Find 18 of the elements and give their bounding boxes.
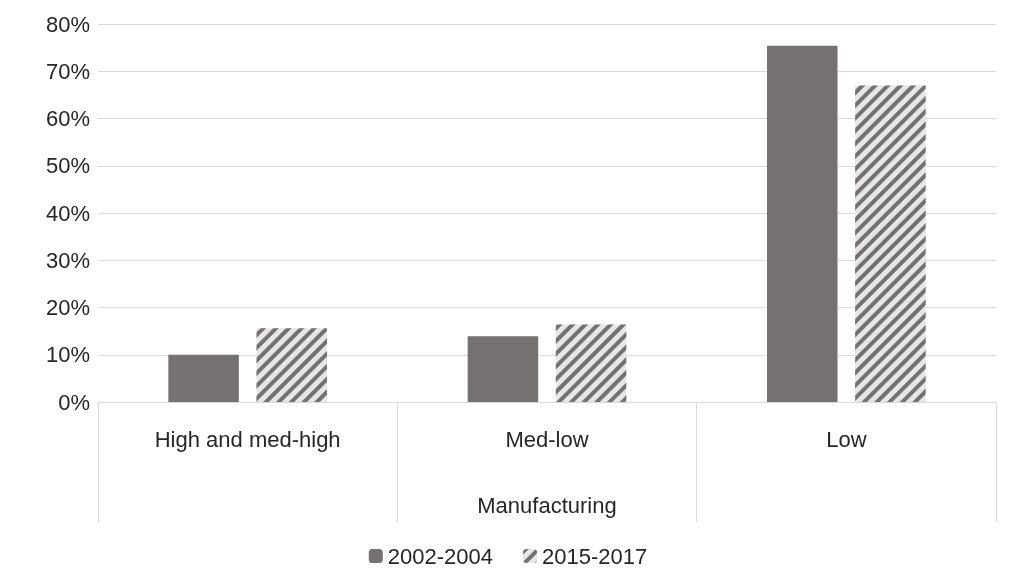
y-tick-label: 0%	[58, 389, 90, 415]
y-tick-label: 40%	[45, 200, 90, 226]
bar	[767, 45, 838, 402]
y-tick-label: 20%	[45, 295, 90, 320]
x-tick-label: High and med-high	[154, 426, 341, 452]
y-tick-label: 50%	[45, 153, 90, 179]
x-axis-title: Manufacturing	[477, 492, 617, 518]
x-tick-label: Low	[826, 426, 867, 452]
bar	[467, 336, 539, 402]
y-tick-label: 60%	[45, 106, 90, 131]
legend-label: 2002-2004	[387, 543, 494, 569]
y-tick-label: 80%	[45, 11, 90, 37]
x-tick-label: Med-low	[505, 426, 589, 452]
y-tick-label: 30%	[45, 247, 90, 273]
bar	[168, 354, 239, 402]
y-tick-label: 70%	[45, 58, 90, 84]
y-tick-label: 10%	[45, 342, 90, 368]
legend-label: 2015-2017	[542, 543, 648, 569]
